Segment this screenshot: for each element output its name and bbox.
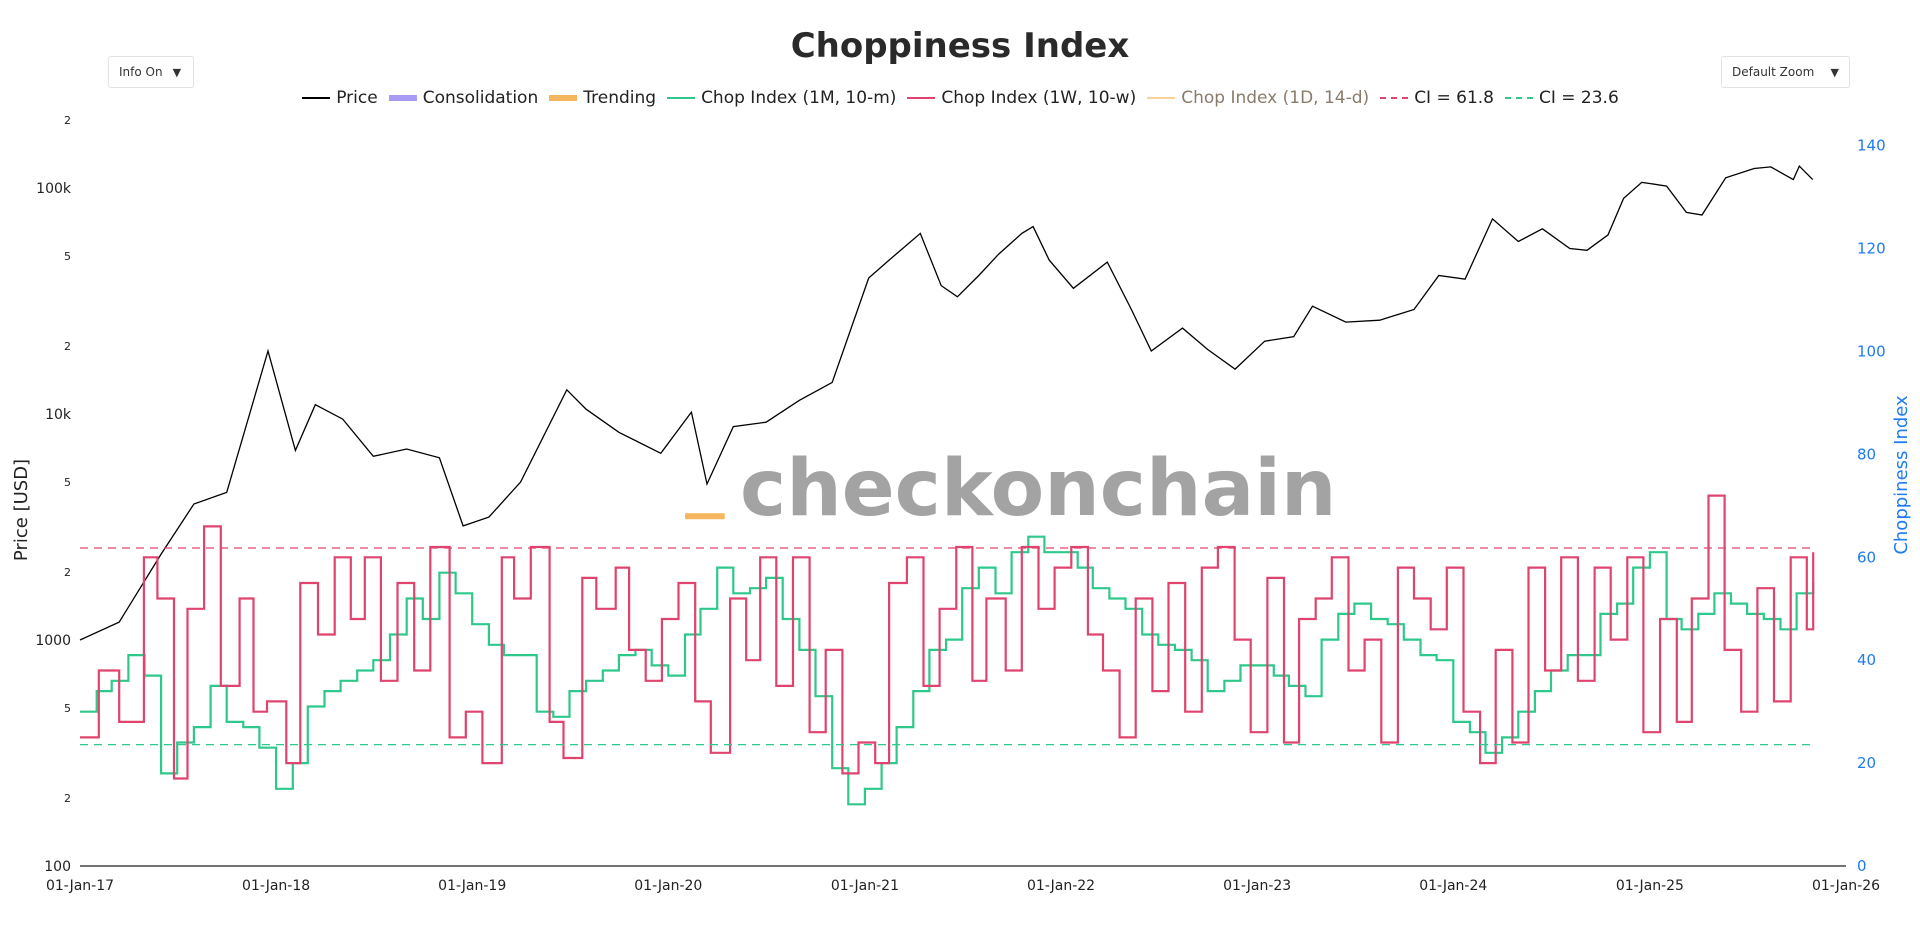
- legend-item-chop-index-1d-14-d[interactable]: Chop Index (1D, 14-d): [1146, 88, 1369, 108]
- y2-tick-label: 100: [1857, 343, 1886, 361]
- chevron-down-icon: ▼: [172, 65, 182, 79]
- x-tick-label: 01-Jan-25: [1616, 878, 1684, 894]
- x-tick-label: 01-Jan-26: [1812, 878, 1880, 894]
- y-minor-tick-label: 2: [64, 566, 71, 579]
- y2-tick-label: 60: [1857, 548, 1876, 566]
- y-minor-tick-label: 5: [64, 476, 71, 489]
- legend-label: Chop Index (1W, 10-w): [941, 88, 1137, 108]
- y-tick-label: 100: [44, 859, 71, 875]
- legend-label: Chop Index (1D, 14-d): [1181, 88, 1370, 108]
- y-tick-label: 100k: [36, 181, 72, 197]
- chevron-down-icon: ▼: [1830, 65, 1839, 79]
- legend-item-chop-index-1m-10-m[interactable]: Chop Index (1M, 10-m): [666, 88, 896, 108]
- y-minor-tick-label: 5: [64, 250, 71, 263]
- y-axis-title: Price [USD]: [11, 459, 32, 561]
- x-tick-label: 01-Jan-20: [634, 878, 702, 894]
- legend-swatch: [388, 95, 417, 101]
- y2-tick-label: 40: [1857, 651, 1876, 669]
- legend-swatch: [1147, 97, 1176, 99]
- legend-item-chop-index-1w-10-w[interactable]: Chop Index (1W, 10-w): [906, 88, 1136, 108]
- y-tick-label: 1000: [35, 633, 71, 649]
- legend-label: Trending: [583, 88, 657, 108]
- y2-axis-ticks: 0 20 40 60 80 100 120 140: [1857, 137, 1886, 875]
- x-axis-ticks: 01-Jan-17 01-Jan-18 01-Jan-19 01-Jan-20 01-J…: [46, 878, 1880, 894]
- y-minor-tick-label: 2: [64, 792, 71, 805]
- y2-tick-label: 0: [1857, 857, 1867, 875]
- y-minor-tick-label: 2: [64, 340, 71, 353]
- series-price: [79, 164, 1814, 641]
- y2-tick-label: 80: [1857, 445, 1876, 463]
- legend-label: Price: [336, 88, 378, 108]
- y2-tick-label: 120: [1857, 240, 1886, 258]
- legend-swatch: [667, 97, 696, 99]
- legend: Price Consolidation Trending Chop Index (1M…: [0, 88, 1920, 108]
- legend-swatch: [907, 97, 936, 99]
- y-axis-ticks: 100 1000 10k 100k 2 5 2 5 2 5 2: [35, 114, 72, 875]
- x-tick-label: 01-Jan-22: [1027, 878, 1095, 894]
- y-minor-tick-label: 5: [64, 702, 71, 715]
- zoom-label: Default Zoom: [1732, 65, 1815, 79]
- y2-axis-title: Choppiness Index: [1891, 395, 1912, 555]
- x-tick-label: 01-Jan-18: [242, 878, 310, 894]
- legend-item-trending[interactable]: Trending: [548, 88, 656, 108]
- y2-tick-label: 20: [1857, 754, 1876, 772]
- y-minor-tick-label: 2: [64, 114, 71, 127]
- legend-label: CI = 61.8: [1414, 88, 1494, 108]
- series-chop-index-1w-10-w: [80, 494, 1815, 780]
- x-tick-label: 01-Jan-19: [438, 878, 506, 894]
- series-chop-index-1m-10-m: [80, 535, 1815, 806]
- legend-swatch: [1380, 97, 1409, 99]
- legend-item-ci-61-8[interactable]: CI = 61.8: [1379, 88, 1494, 108]
- legend-swatch: [1504, 97, 1533, 99]
- legend-label: Consolidation: [422, 88, 539, 108]
- info-toggle-label: Info On: [119, 65, 163, 79]
- zoom-dropdown[interactable]: Default Zoom ▼: [1721, 56, 1850, 88]
- x-tick-label: 01-Jan-23: [1223, 878, 1291, 894]
- legend-swatch: [549, 95, 578, 101]
- x-tick-label: 01-Jan-24: [1419, 878, 1487, 894]
- y-tick-label: 10k: [45, 407, 72, 423]
- legend-label: Chop Index (1M, 10-m): [701, 88, 897, 108]
- legend-item-price[interactable]: Price: [301, 88, 378, 108]
- x-tick-label: 01-Jan-17: [46, 878, 114, 894]
- legend-item-ci-23-6[interactable]: CI = 23.6: [1504, 88, 1619, 108]
- series-layer: [79, 164, 1815, 806]
- legend-swatch: [302, 97, 331, 99]
- chart-title: Choppiness Index: [790, 26, 1130, 66]
- info-toggle-dropdown[interactable]: Info On ▼: [108, 56, 194, 88]
- legend-item-consolidation[interactable]: Consolidation: [388, 88, 539, 108]
- x-tick-label: 01-Jan-21: [831, 878, 899, 894]
- legend-label: CI = 23.6: [1538, 88, 1619, 108]
- watermark-text: checkonchain: [740, 444, 1336, 534]
- y2-tick-label: 140: [1857, 137, 1886, 155]
